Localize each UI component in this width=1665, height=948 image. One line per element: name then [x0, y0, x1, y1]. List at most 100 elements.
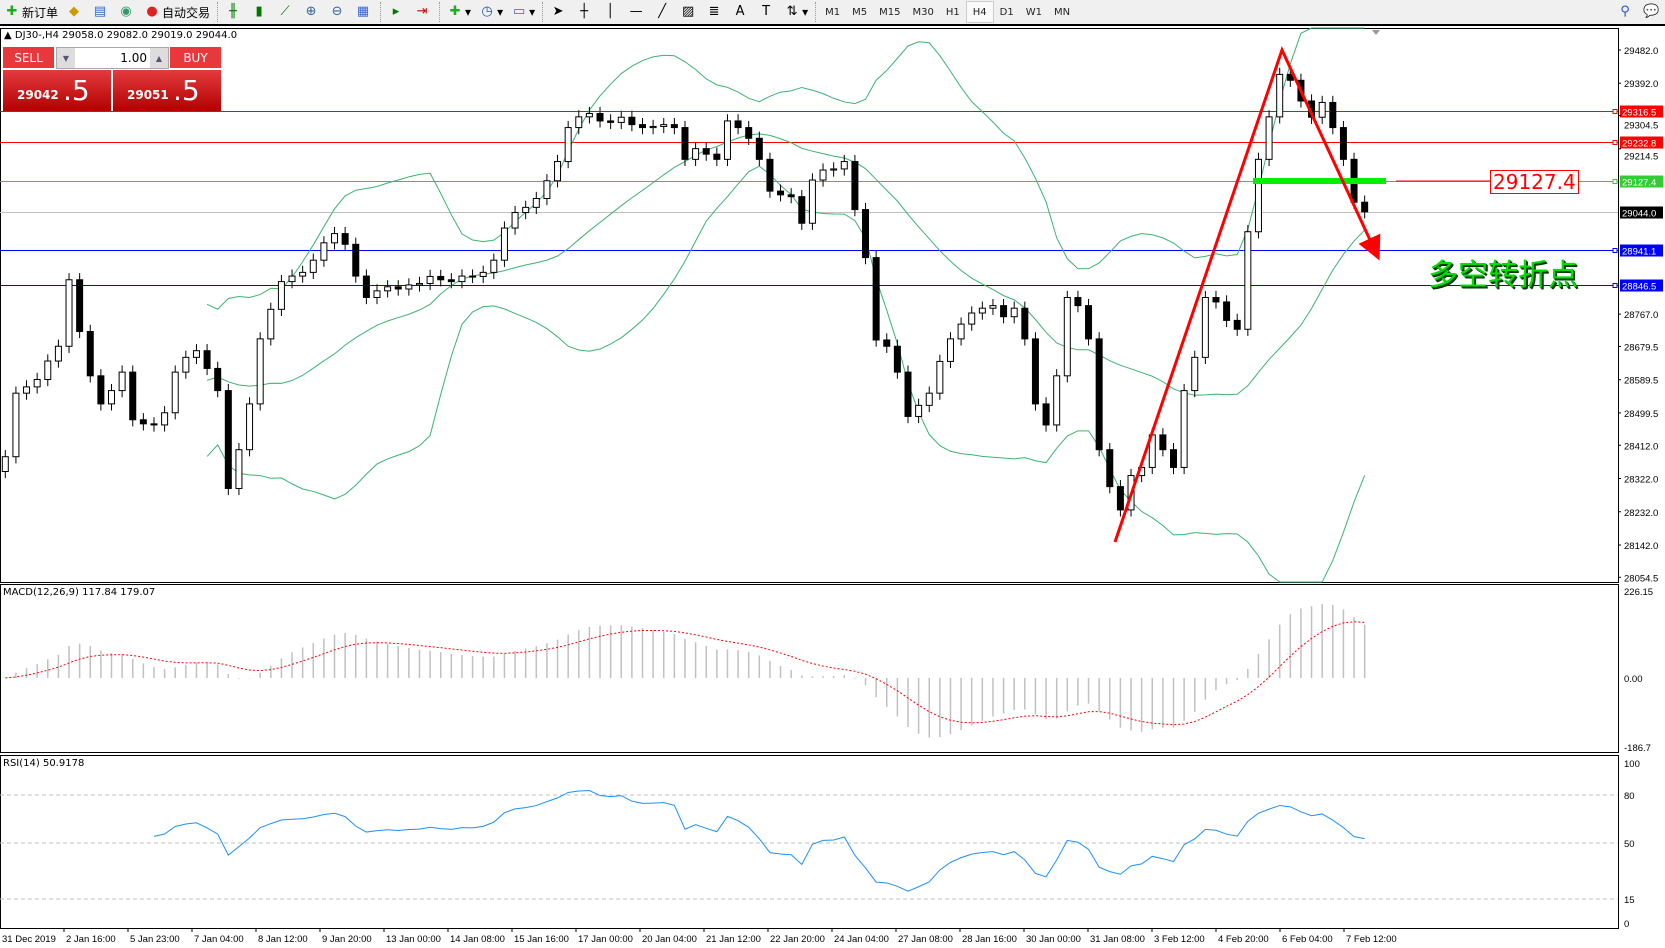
- candle-body: [490, 259, 498, 273]
- candle-body: [893, 345, 901, 373]
- zoom-out-button[interactable]: ⊖: [325, 1, 351, 23]
- text-label-button[interactable]: T: [754, 1, 780, 23]
- lot-input[interactable]: [75, 51, 150, 65]
- candle-body: [65, 279, 73, 347]
- channel-button[interactable]: ▨: [676, 1, 702, 23]
- arrows-button[interactable]: ⇅ ▾: [780, 1, 812, 23]
- bar-chart-button[interactable]: ╫: [221, 1, 247, 23]
- price-label: 29044.0: [1622, 209, 1656, 220]
- separator: [542, 2, 544, 22]
- timeframe-d1[interactable]: D1: [999, 6, 1014, 18]
- candle-body: [660, 124, 668, 127]
- buy-price-button[interactable]: 29051.5: [113, 70, 221, 111]
- indicator-add-icon: ✚: [449, 4, 461, 19]
- candle-body: [341, 233, 349, 245]
- timeframe-m15[interactable]: M15: [879, 6, 901, 18]
- trend-arrow: [1113, 45, 1381, 543]
- lot-increase-button[interactable]: ▲: [150, 48, 168, 68]
- candle-body: [97, 375, 105, 405]
- separator: [380, 2, 382, 22]
- tile-windows-button[interactable]: ▦: [351, 1, 377, 23]
- templates-button[interactable]: ▭ ▾: [512, 4, 536, 19]
- candle-body: [118, 371, 126, 392]
- line-handle: [1612, 109, 1618, 114]
- channel-icon: ▨: [681, 4, 695, 19]
- chart-header: ▲ DJ30-,H4 29058.0 29082.0 29019.0 29044…: [4, 30, 238, 41]
- text-icon: A: [735, 4, 745, 19]
- signals-button[interactable]: ◉: [114, 1, 140, 23]
- candle-body: [617, 116, 625, 123]
- periods-button[interactable]: ◷ ▾: [475, 1, 507, 23]
- crosshair-button[interactable]: ┼: [572, 1, 598, 23]
- chart-shift-button[interactable]: ⇥: [410, 1, 436, 23]
- candle-body: [968, 312, 976, 325]
- horizontal-line-button[interactable]: —: [624, 1, 650, 23]
- market-watch-button[interactable]: ◆: [62, 1, 88, 23]
- buy-button[interactable]: BUY: [170, 47, 221, 69]
- candle-body: [564, 127, 572, 163]
- timeframe-h1[interactable]: H1: [945, 6, 960, 18]
- panel-macd: [0, 584, 1619, 753]
- candle-body: [309, 259, 317, 273]
- candle-body: [649, 125, 657, 129]
- cursor-button[interactable]: ➤: [546, 1, 572, 23]
- new-order-button[interactable]: ✚ 新订单: [0, 1, 62, 23]
- time-label: 7 Feb 12:00: [1346, 934, 1397, 945]
- candle-body: [702, 148, 710, 155]
- candle-body: [394, 286, 402, 290]
- auto-scroll-button[interactable]: ▸: [384, 1, 410, 23]
- timeframe-m1[interactable]: M1: [825, 6, 841, 18]
- candle-body: [1042, 403, 1050, 426]
- auto-trading-button[interactable]: ● 自动交易: [140, 1, 214, 23]
- candle-body: [1010, 307, 1018, 318]
- time-label: 22 Jan 20:00: [770, 934, 825, 945]
- zoom-in-button[interactable]: ⊕: [299, 1, 325, 23]
- vertical-line-button[interactable]: │: [598, 1, 624, 23]
- candle-body: [182, 356, 190, 373]
- indicators-button[interactable]: ✚ ▾: [443, 1, 475, 23]
- navigator-button[interactable]: ▤: [88, 1, 114, 23]
- trendline-button[interactable]: ╱: [650, 1, 676, 23]
- candle-body: [224, 390, 232, 489]
- timeframe-h4[interactable]: H4: [965, 1, 994, 23]
- lot-decrease-button[interactable]: ▼: [57, 48, 75, 68]
- price-label: 28846.5: [1622, 282, 1656, 293]
- timeframe-mn[interactable]: MN: [1053, 6, 1071, 18]
- price-label-bg: [1620, 206, 1663, 219]
- candle-body: [139, 419, 147, 425]
- candle-body: [978, 307, 986, 314]
- collapse-triangle-icon[interactable]: ▲: [4, 30, 12, 41]
- chat-button[interactable]: 💬: [1639, 1, 1665, 23]
- candle-body: [1318, 101, 1326, 118]
- candle-body: [362, 275, 370, 298]
- text-button[interactable]: A: [728, 1, 754, 23]
- candle-body: [554, 161, 562, 182]
- timeframe-w1[interactable]: W1: [1025, 6, 1042, 18]
- candlestick-icon: ▮: [255, 4, 263, 19]
- price-tick-label: 28767.0: [1624, 310, 1658, 321]
- candle-chart-button[interactable]: ▮: [247, 1, 273, 23]
- candle-body: [1170, 449, 1177, 468]
- clock-icon: ◷: [481, 4, 493, 19]
- price-tick-label: 29214.5: [1624, 152, 1658, 163]
- candle-body: [1191, 356, 1199, 392]
- search-button[interactable]: ⚲: [1613, 1, 1639, 23]
- candle-body: [150, 423, 158, 426]
- navigator-icon: ▤: [93, 4, 107, 19]
- candle-body: [1180, 390, 1188, 468]
- timeframe-m5[interactable]: M5: [852, 6, 868, 18]
- candle-body: [607, 120, 615, 123]
- candle-body: [352, 243, 360, 277]
- candle-body: [405, 284, 413, 290]
- candle-body: [766, 158, 774, 192]
- timeframe-m30[interactable]: M30: [912, 6, 934, 18]
- annotation-text[interactable]: 多空转折点: [1428, 258, 1578, 293]
- sell-price-button[interactable]: 29042.5: [3, 70, 111, 111]
- sell-button[interactable]: SELL: [3, 47, 54, 69]
- annotation-level-label[interactable]: 29127.4: [1490, 170, 1579, 194]
- candle-body: [44, 360, 52, 381]
- fibonacci-button[interactable]: ≣: [702, 1, 728, 23]
- line-chart-button[interactable]: ⟋: [273, 1, 299, 23]
- panel-main: [0, 28, 1619, 583]
